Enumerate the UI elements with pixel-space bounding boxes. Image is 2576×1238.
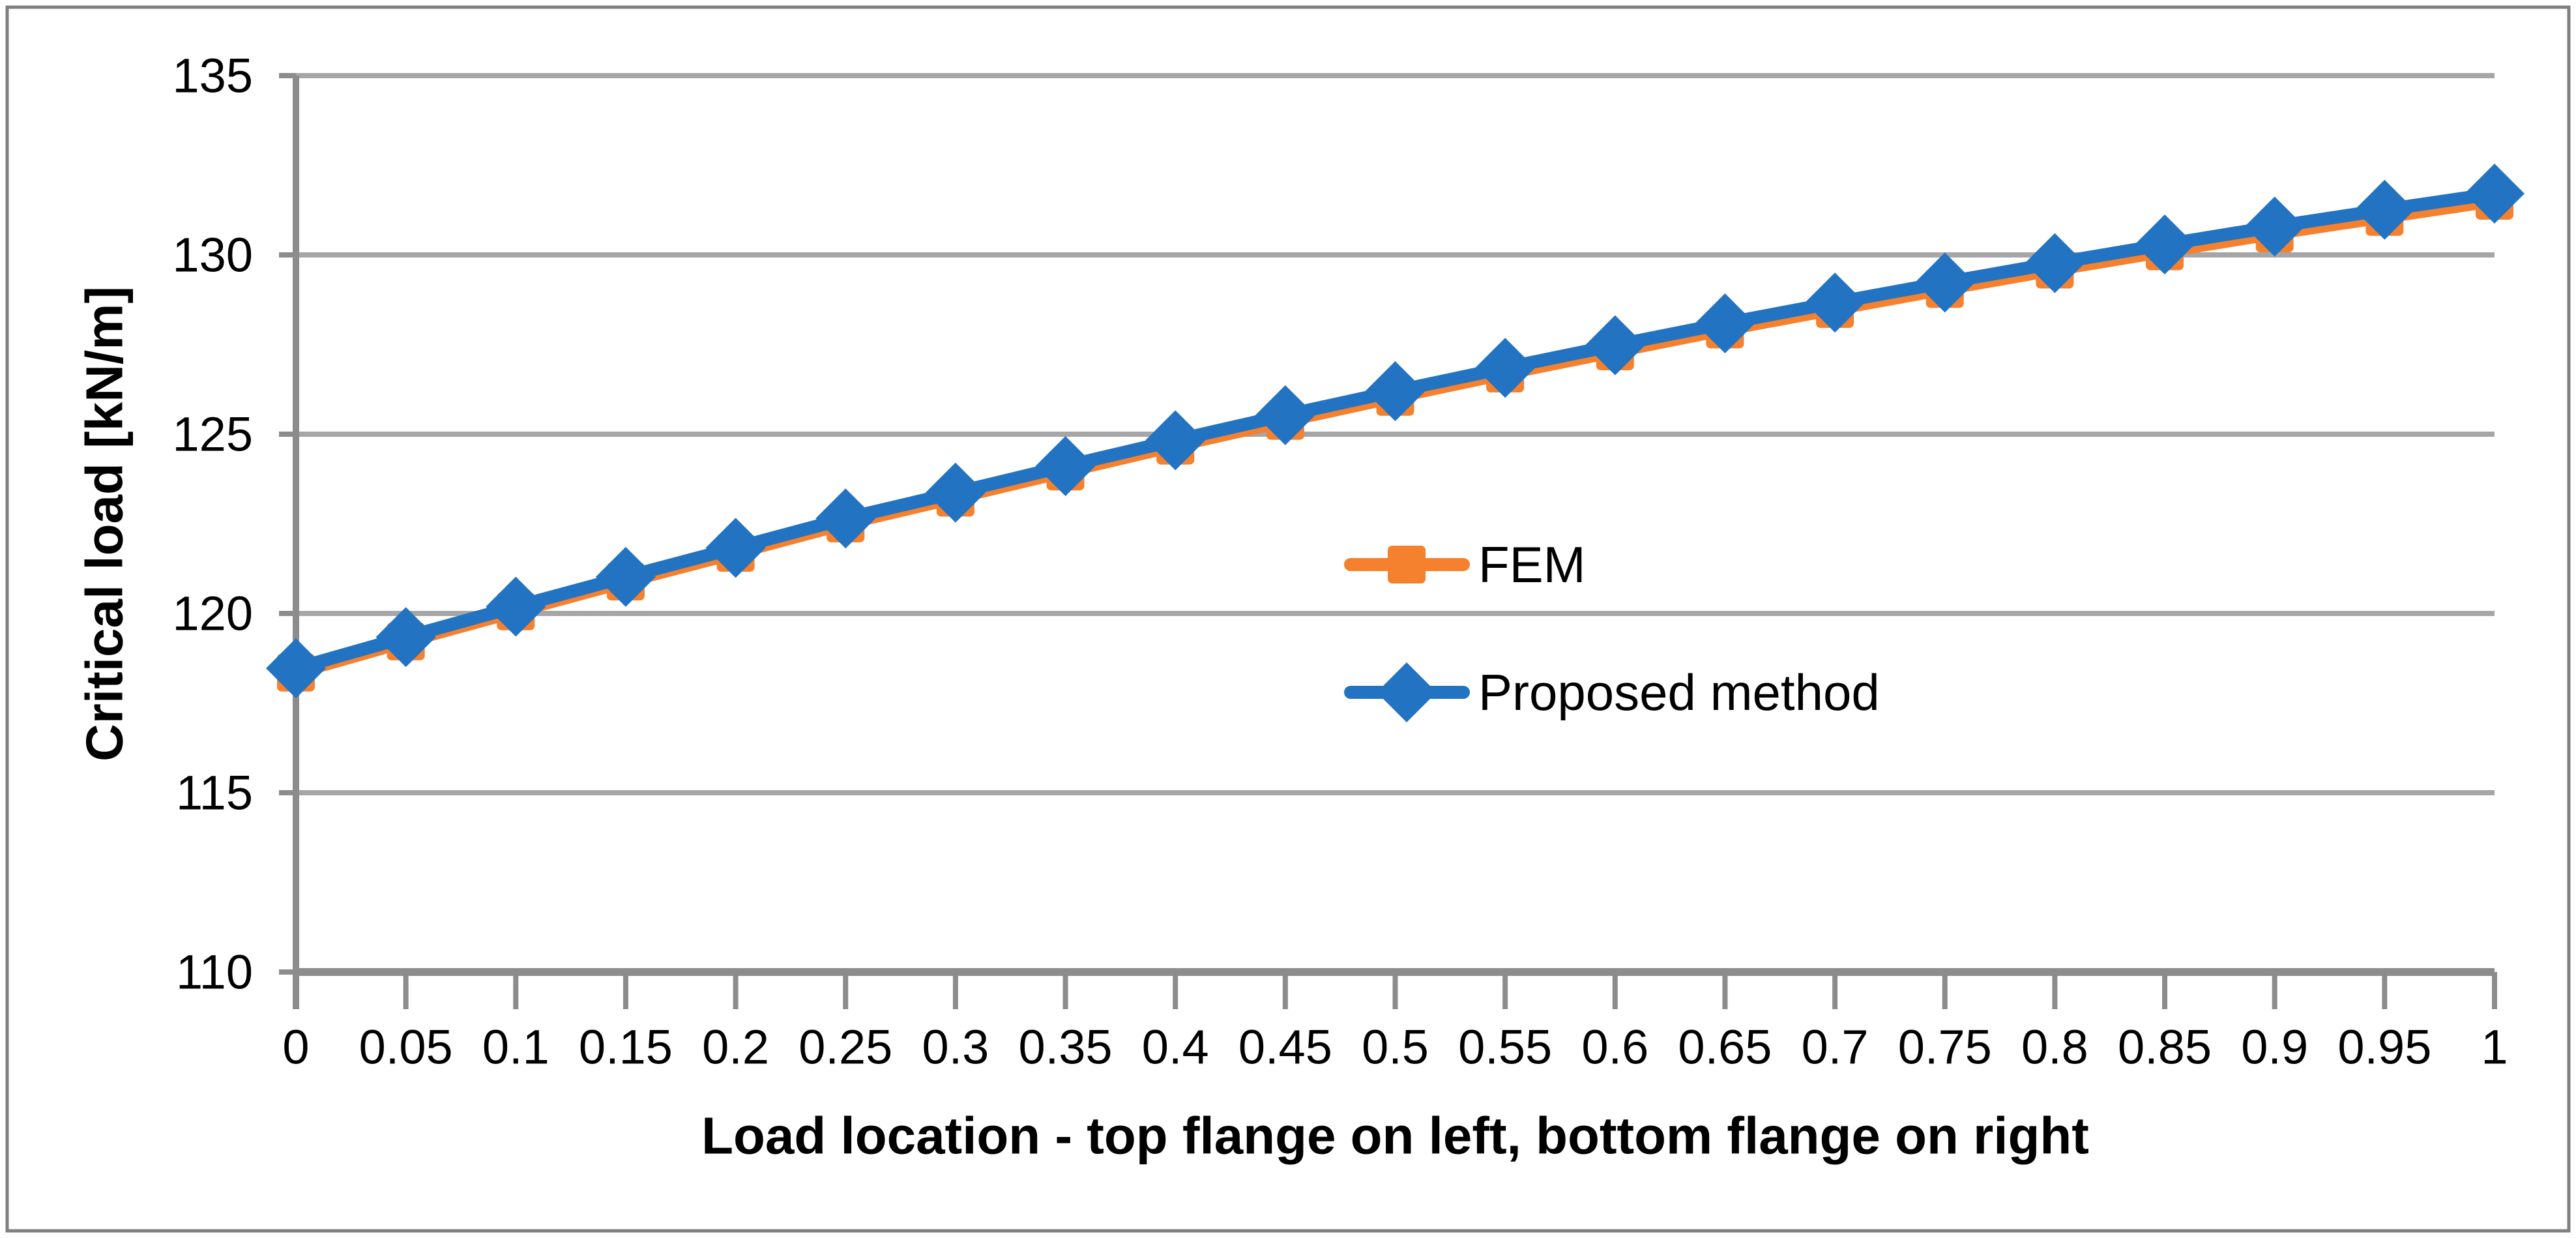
legend-item-fem: FEM <box>1344 536 1586 593</box>
legend-label: FEM <box>1478 536 1586 593</box>
x-tick-label-0.55: 0.55 <box>1458 1020 1552 1074</box>
y-tick-label-110: 110 <box>176 945 253 999</box>
data-point-marker-diamond <box>2244 196 2305 257</box>
data-point-marker-diamond <box>266 638 326 699</box>
data-point-marker-diamond <box>2465 163 2525 224</box>
data-point-marker-diamond <box>486 576 546 637</box>
legend-diamond-marker-icon <box>1377 662 1437 722</box>
y-tick-label-120: 120 <box>173 587 253 641</box>
legend-item-proposed-method: Proposed method <box>1344 662 1880 722</box>
x-tick-label-0.8: 0.8 <box>2021 1020 2088 1074</box>
x-tick-label-0.3: 0.3 <box>922 1020 989 1074</box>
data-point-marker-diamond <box>595 546 656 607</box>
data-point-marker-diamond <box>1914 252 1975 313</box>
y-tick-label-130: 130 <box>173 228 253 282</box>
data-point-marker-diamond <box>2354 179 2415 240</box>
x-tick-label-0.5: 0.5 <box>1362 1020 1429 1074</box>
data-point-marker-diamond <box>925 462 986 523</box>
gridlines-group <box>296 73 2495 795</box>
data-point-marker-diamond <box>1805 273 1866 333</box>
x-tick-label-0.05: 0.05 <box>359 1020 453 1074</box>
y-tick-label-115: 115 <box>176 766 253 820</box>
x-tick-label-0.4: 0.4 <box>1142 1020 1209 1074</box>
data-point-marker-diamond <box>2135 214 2195 275</box>
y-axis-title: Critical load [kN/m] <box>76 286 134 761</box>
data-point-marker-diamond <box>375 607 436 668</box>
y-tick-label-135: 135 <box>173 49 253 103</box>
legend-label: Proposed method <box>1478 664 1880 721</box>
x-tick-label-0.35: 0.35 <box>1019 1020 1113 1074</box>
data-point-marker-diamond <box>815 488 876 549</box>
axes-group <box>279 73 2497 1009</box>
data-point-marker-diamond <box>705 518 766 578</box>
x-tick-label-0.45: 0.45 <box>1238 1020 1332 1074</box>
x-tick-label-0.95: 0.95 <box>2337 1020 2431 1074</box>
chart-outer-border <box>5 5 2571 1233</box>
data-point-marker-diamond <box>1035 435 1096 496</box>
data-point-marker-diamond <box>1475 338 1536 398</box>
x-tick-label-0.65: 0.65 <box>1678 1020 1772 1074</box>
data-point-marker-diamond <box>1365 361 1426 421</box>
x-tick-label-0.15: 0.15 <box>579 1020 673 1074</box>
data-point-marker-diamond <box>1145 410 1206 471</box>
y-tick-labels: 110 115 120 125 130 135 <box>173 49 253 999</box>
x-tick-label-0.7: 0.7 <box>1802 1020 1869 1074</box>
x-tick-labels: 0 0.05 0.1 0.15 0.2 0.25 0.3 0.35 0.4 0.45 0.5 0.55… <box>282 1020 2508 1074</box>
data-point-marker-diamond <box>1585 315 1645 376</box>
x-tick-label-0.25: 0.25 <box>798 1020 892 1074</box>
x-axis-title: Load location - top flange on left, bott… <box>701 1107 2089 1165</box>
x-tick-label-0.1: 0.1 <box>482 1020 549 1074</box>
x-tick-label-0.75: 0.75 <box>1898 1020 1992 1074</box>
x-tick-label-0.6: 0.6 <box>1581 1020 1648 1074</box>
legend: FEM Proposed method <box>1344 536 1880 722</box>
series-proposed-method <box>266 163 2525 699</box>
y-tick-label-125: 125 <box>173 407 253 462</box>
x-tick-label-0.2: 0.2 <box>702 1020 769 1074</box>
data-point-marker-diamond <box>1695 293 1755 354</box>
legend-square-marker-icon <box>1388 546 1426 583</box>
data-point-marker-diamond <box>1255 385 1315 445</box>
data-point-marker-diamond <box>2025 233 2085 293</box>
x-tick-label-0.9: 0.9 <box>2241 1020 2308 1074</box>
x-tick-label-0: 0 <box>282 1020 309 1074</box>
x-tick-label-0.85: 0.85 <box>2118 1020 2212 1074</box>
x-tick-label-1: 1 <box>2481 1020 2508 1074</box>
